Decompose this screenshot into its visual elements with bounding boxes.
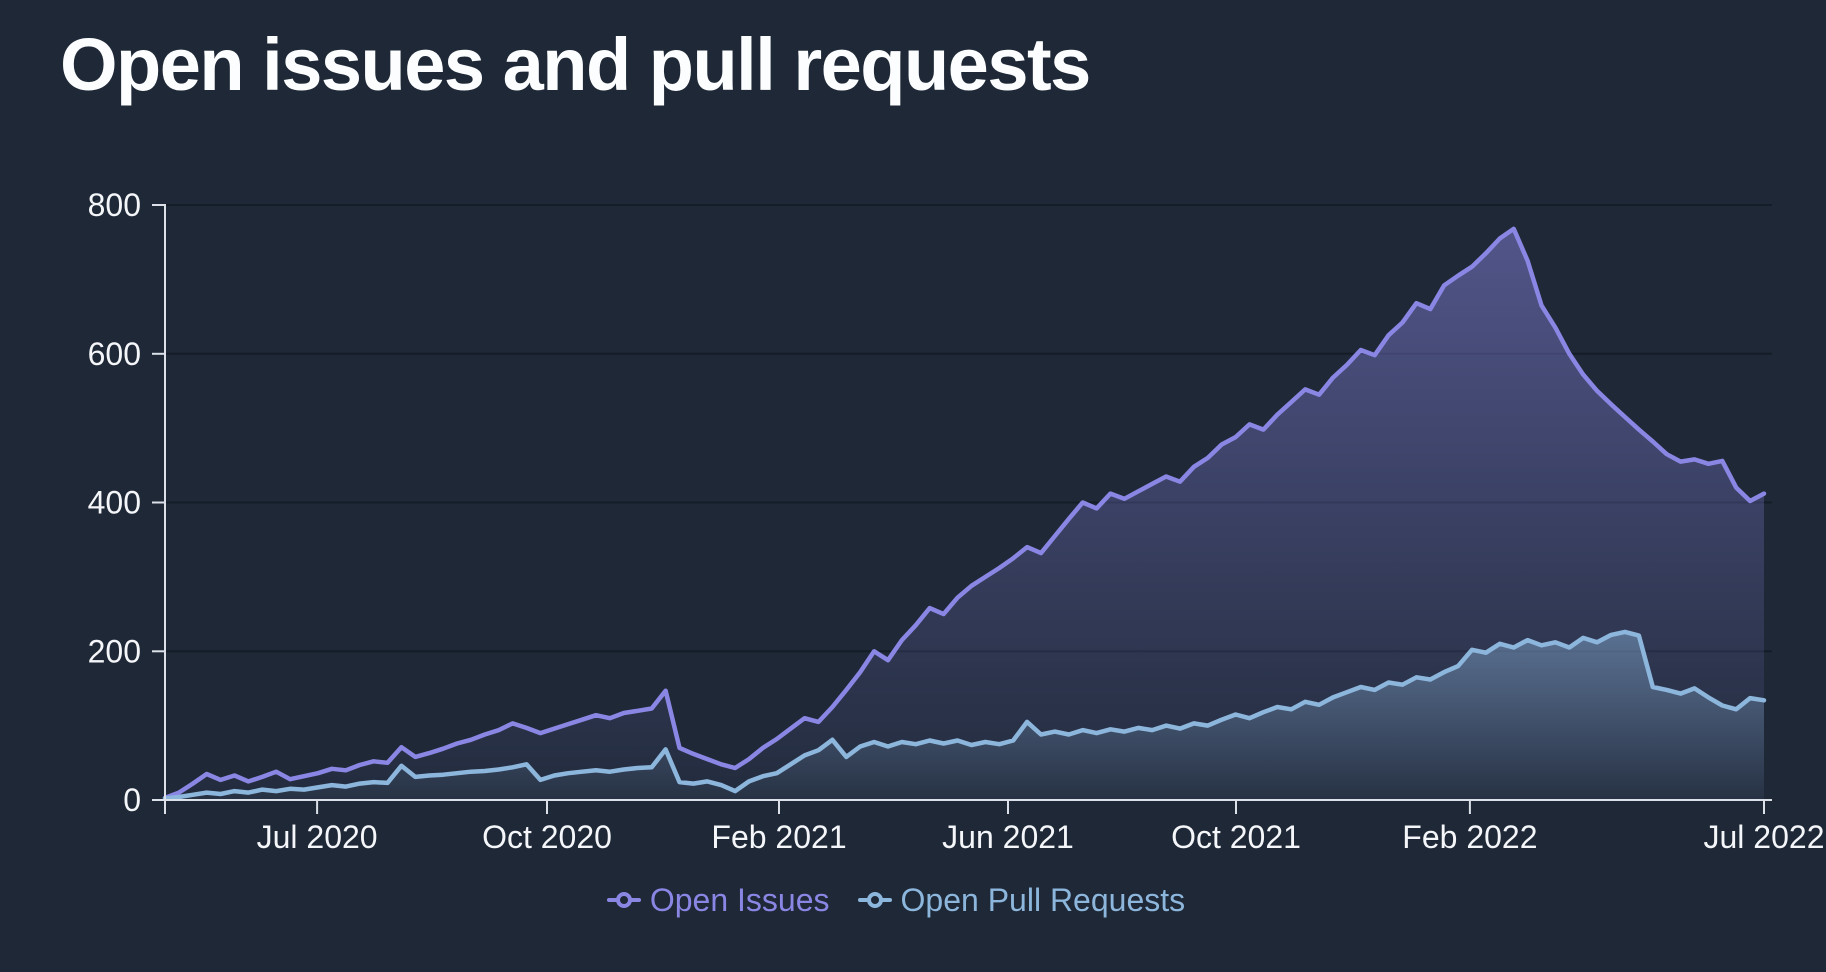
open-issues-area bbox=[165, 228, 1764, 801]
chart-legend: Open Issues Open Pull Requests bbox=[0, 884, 1792, 916]
x-axis-tick-label: Oct 2021 bbox=[1171, 819, 1301, 855]
page-title: Open issues and pull requests bbox=[60, 23, 1091, 106]
open-pull-requests-line bbox=[162, 629, 1767, 801]
open-issues-line-marker-icon bbox=[606, 892, 641, 908]
open-pull-requests-ring-icon bbox=[866, 892, 883, 908]
legend-label-open-pull-requests: Open Pull Requests bbox=[900, 882, 1186, 918]
legend-label-open-issues: Open Issues bbox=[649, 882, 830, 918]
legend-item-open-issues[interactable]: Open Issues bbox=[606, 882, 830, 918]
x-axis-tick-label: Feb 2021 bbox=[711, 819, 846, 855]
open-issues-line bbox=[162, 226, 1767, 801]
x-axis-tick-label: Jun 2021 bbox=[942, 819, 1074, 855]
y-axis-tick-label-0: 0 bbox=[123, 782, 141, 818]
open-issues-ring-icon bbox=[615, 892, 632, 908]
legend-item-open-pull-requests[interactable]: Open Pull Requests bbox=[857, 882, 1186, 918]
y-axis-tick-label-200: 200 bbox=[88, 633, 141, 669]
y-axis-tick-label-400: 400 bbox=[88, 485, 141, 521]
x-axis-tick-label: Feb 2022 bbox=[1402, 819, 1537, 855]
y-axis-tick-label-600: 600 bbox=[88, 336, 141, 372]
x-axis-tick-label: Jul 2022 bbox=[1704, 819, 1825, 855]
y-axis-tick-label-800: 800 bbox=[88, 187, 141, 223]
open-pull-requests-area bbox=[165, 631, 1764, 800]
x-axis-tick-label: Oct 2020 bbox=[482, 819, 612, 855]
x-axis-tick-label: Jul 2020 bbox=[257, 819, 378, 855]
open-pull-requests-line-marker-icon bbox=[857, 892, 892, 908]
